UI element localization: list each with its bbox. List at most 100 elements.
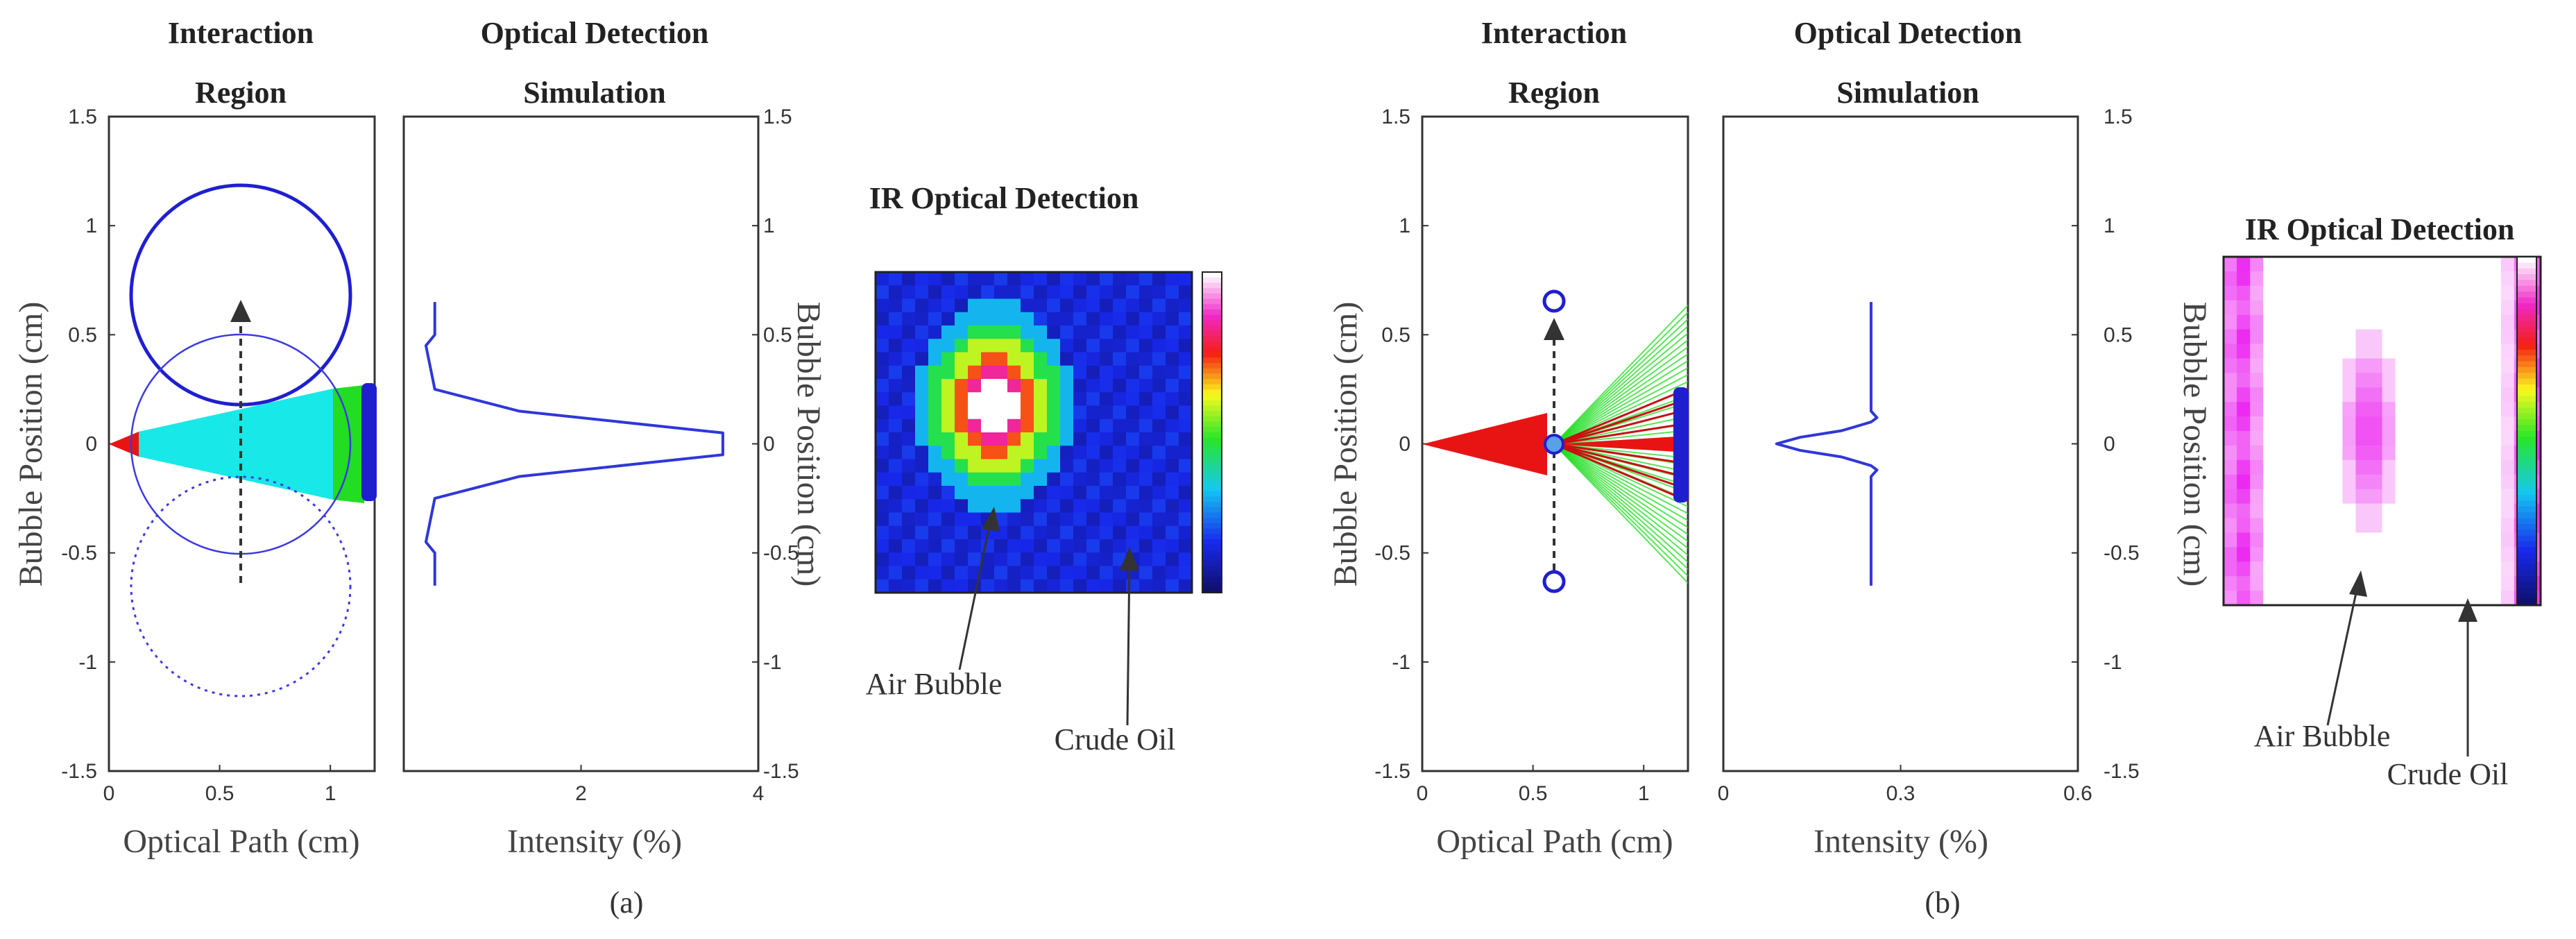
ir-pixel [1113,312,1127,326]
colorbar-step [1202,560,1222,567]
ir-pixel [1086,459,1100,473]
ir-pixel [1152,459,1166,473]
ir-pixel [1166,472,1179,487]
ir-pixel [2461,459,2475,475]
ir-pixel [2224,329,2237,345]
ir-pixel [1152,285,1166,300]
ir-pixel [2355,285,2370,301]
ir-pixel [968,512,982,527]
ir-pixel [1047,339,1061,353]
ir-pixel [2448,561,2462,577]
ir-pixel [2474,489,2489,505]
ir-pixel [2316,358,2330,373]
ir-pixel [2395,591,2409,606]
scattered-ray [1553,339,1689,445]
ir-pixel [2382,271,2396,287]
ir-pixel [2289,416,2303,432]
scattered-ray [1553,353,1689,445]
ir-pixel [2224,532,2237,548]
colorbar-step [2517,419,2536,426]
ir-pixel [1100,472,1114,487]
ir-pixel [941,325,955,339]
ir-pixel [968,525,982,540]
ir-pixel [1126,298,1140,313]
ytick-label: -1.5 [763,760,799,783]
ir-pixel [876,298,889,313]
colorbar-step [2517,262,2536,269]
ir-pixel [2421,358,2436,373]
colorbar-step [1202,453,1222,460]
ir-pixel [1179,552,1193,567]
ir-image-a [876,272,1193,593]
ir-pixel [2474,402,2489,417]
colorbar-step [2517,321,2536,327]
ir-pixel [1139,285,1153,300]
colorbar-step [1202,550,1222,556]
ir-pixel [928,432,942,446]
ir-pixel [968,392,982,407]
ir-pixel [1060,312,1074,326]
ir-pixel [968,285,982,300]
ir-pixel [2303,591,2317,606]
ir-pixel [876,285,889,300]
ir-pixel [2276,503,2290,519]
ir-pixel [2421,271,2436,287]
colorbar-step [2517,291,2536,298]
ir-pixel [2355,402,2370,417]
ir-pixel [2369,489,2383,505]
ir-pixel [981,405,995,420]
colorbar-step [1202,432,1222,439]
ir-pixel [941,285,955,300]
ir-pixel [1007,272,1021,286]
label-crude-oil-b: Crude Oil [2387,757,2509,791]
ir-pixel [2448,591,2462,606]
ir-pixel [941,446,955,460]
colorbar-step [2517,349,2536,356]
scattered-rays-red-b [1553,387,1689,502]
ir-pixel [2237,489,2251,505]
ir-pixel [2342,561,2357,577]
ir-pixel [2342,402,2357,417]
colorbar-step [1202,304,1222,310]
ir-pixel [2224,387,2237,403]
colorbar-step [2517,425,2536,432]
colorbar-step [2517,407,2536,414]
ir-pixel [955,499,969,514]
ir-pixel [2461,373,2475,388]
ir-pixel [2395,285,2409,301]
beam-cone-cyan-a [139,389,333,500]
ir-pixel [2382,344,2396,359]
ir-pixel [2250,518,2264,534]
motion-arrow-b [1544,318,1564,340]
colorbar-step [1202,448,1222,455]
scattered-ray [1553,443,1689,563]
ir-pixel [981,418,995,433]
detector-bar-b [1673,387,1689,502]
ir-pixel [2395,344,2409,359]
ir-pixel [2355,416,2370,432]
ir-pixel [1073,405,1087,420]
ir-pixel [2474,387,2489,403]
ir-pixel [2303,344,2317,359]
ir-pixel [2329,459,2343,475]
interaction-title-line2-b: Region [1508,76,1600,110]
ir-pixel [2237,445,2251,461]
ir-pixel [2369,547,2383,562]
ir-pixel [1139,405,1153,420]
interaction-drawing-a [109,183,377,697]
ir-pixel [2316,591,2330,606]
ir-pixel [2369,329,2383,345]
ir-pixel [2395,431,2409,446]
ir-pixel [2421,561,2436,577]
ir-pixel [1152,325,1166,339]
ir-pixel [1073,312,1087,326]
ir-pixel [876,525,889,540]
colorbar-step [2517,332,2536,339]
caption-a: (a) [610,886,644,920]
interaction-xlabel-a: Optical Path (cm) [123,823,359,860]
ir-pixel [2355,271,2370,287]
ir-pixel [1060,512,1074,527]
ir-pixel [941,486,955,500]
ir-pixel [955,325,969,339]
ir-pixel [2408,431,2423,446]
